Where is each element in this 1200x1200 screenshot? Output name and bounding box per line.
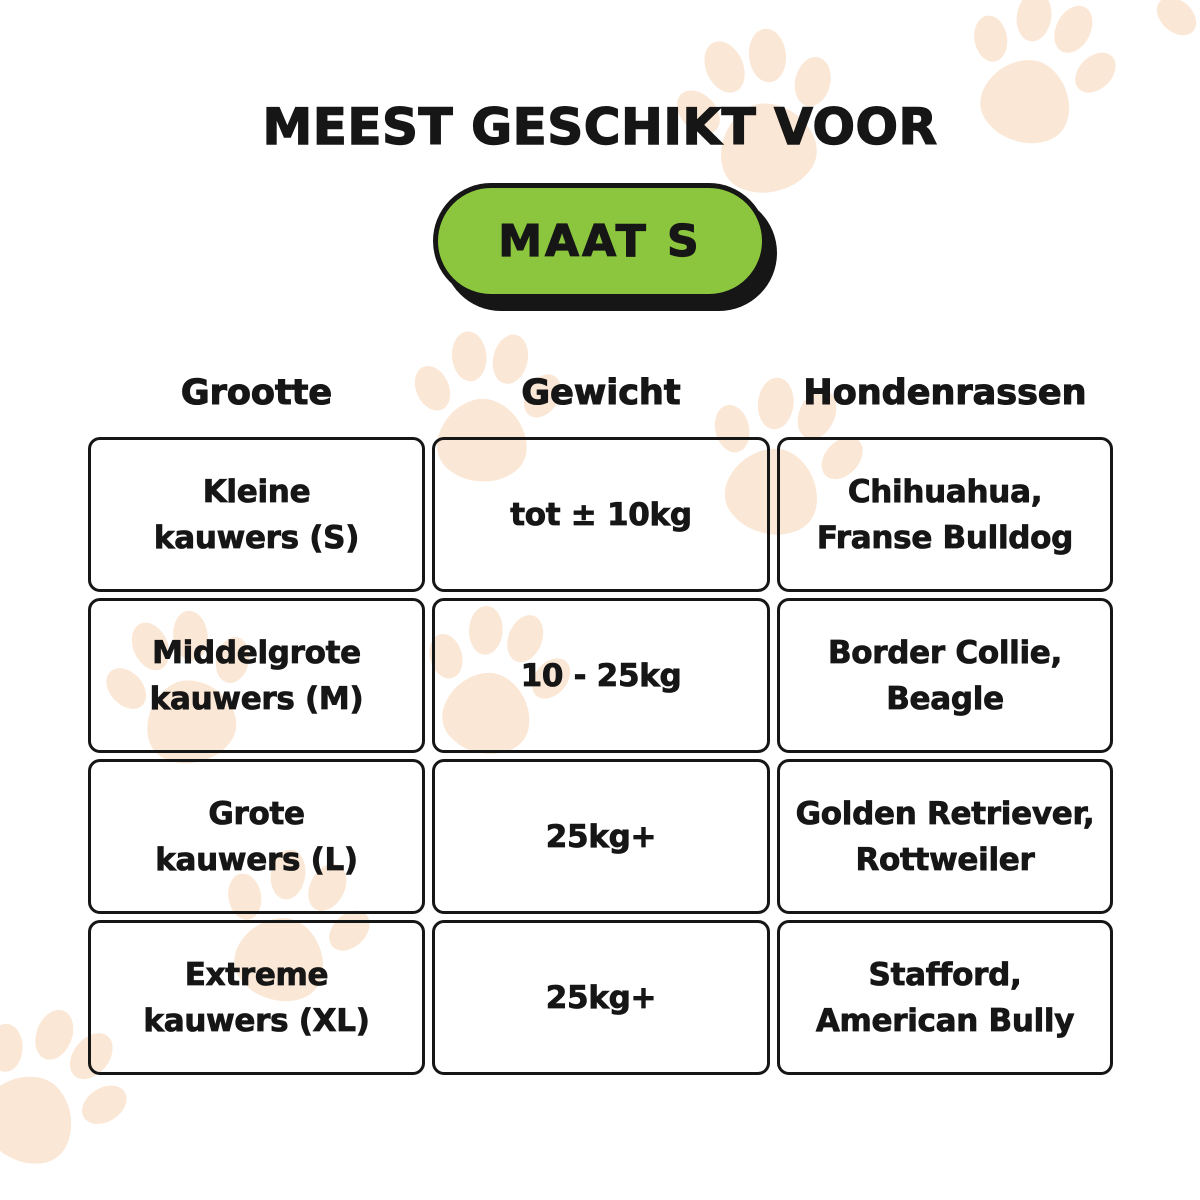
breeds-line: Franse Bulldog	[816, 519, 1074, 556]
column-header-hondenrassen: Hondenrassen	[803, 372, 1087, 413]
weight-value: 25kg+	[545, 818, 657, 855]
size-badge: MAAT S	[433, 183, 767, 299]
cell-size: Middelgrote kauwers (M)	[88, 598, 425, 753]
table-headers: Grootte Gewicht Hondenrassen	[88, 372, 1113, 414]
cell-breeds: Stafford, American Bully	[777, 920, 1113, 1075]
breeds-line: Golden Retriever,	[795, 795, 1095, 832]
column-header-gewicht: Gewicht	[521, 372, 681, 413]
cell-breeds: Border Collie, Beagle	[777, 598, 1113, 753]
breeds-line: Beagle	[886, 680, 1005, 717]
size-line: kauwers (M)	[149, 680, 364, 717]
size-line: kauwers (L)	[155, 841, 359, 878]
size-line: Grote	[208, 795, 305, 832]
breeds-line: Stafford,	[868, 956, 1022, 993]
size-line: kauwers (XL)	[143, 1002, 370, 1039]
paw-print-icon	[939, 0, 1139, 166]
cell-weight: 25kg+	[432, 759, 770, 914]
cell-size: Grote kauwers (L)	[88, 759, 425, 914]
size-line: Extreme	[184, 956, 329, 993]
cell-weight: 25kg+	[432, 920, 770, 1075]
size-line: Middelgrote	[152, 634, 362, 671]
size-line: kauwers (S)	[153, 519, 360, 556]
cell-breeds: Chihuahua, Franse Bulldog	[777, 437, 1113, 592]
size-table: Kleine kauwers (S) tot ± 10kg Chihuahua,…	[88, 437, 1113, 1075]
breeds-line: Chihuahua,	[847, 473, 1043, 510]
size-line: Kleine	[202, 473, 311, 510]
cell-breeds: Golden Retriever, Rottweiler	[777, 759, 1113, 914]
cell-size: Kleine kauwers (S)	[88, 437, 425, 592]
cell-weight: 10 - 25kg	[432, 598, 770, 753]
size-badge-label: MAAT S	[498, 215, 702, 267]
cell-weight: tot ± 10kg	[432, 437, 770, 592]
page-title: MEEST GESCHIKT VOOR	[262, 98, 938, 156]
weight-value: 10 - 25kg	[520, 657, 682, 694]
breeds-line: American Bully	[815, 1002, 1075, 1039]
cell-size: Extreme kauwers (XL)	[88, 920, 425, 1075]
breeds-line: Rottweiler	[855, 841, 1035, 878]
weight-value: tot ± 10kg	[510, 496, 693, 533]
column-header-grootte: Grootte	[180, 372, 333, 413]
weight-value: 25kg+	[545, 979, 657, 1016]
breeds-line: Border Collie,	[827, 634, 1063, 671]
